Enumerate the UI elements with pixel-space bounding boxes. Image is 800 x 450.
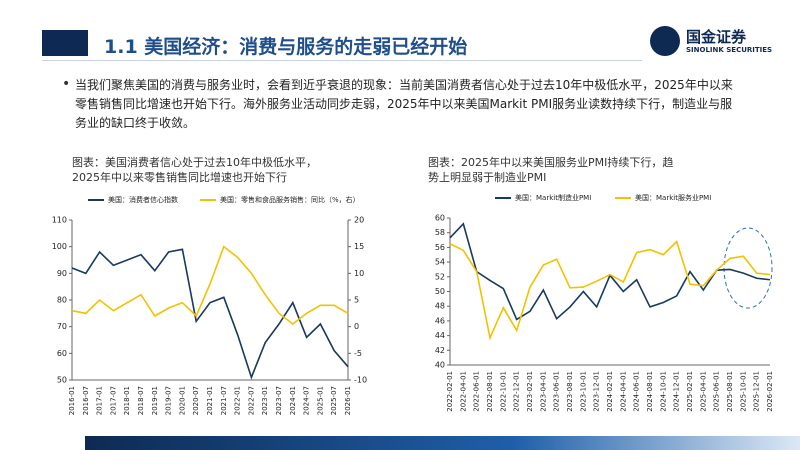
x-tick-label: 2020-07: [192, 386, 200, 415]
y-tick-label: 52: [435, 272, 445, 281]
x-tick-label: 2022-10-01: [499, 371, 507, 412]
logo-mark: [650, 26, 680, 56]
legend-label: 美国：消费者信心指数: [108, 195, 178, 204]
y-tick-label: 44: [435, 331, 445, 340]
y-tick-label: 56: [435, 243, 445, 252]
y-tick-label: 58: [435, 228, 445, 237]
legend-label: 美国：零售和食品服务销售：同比（%，右）: [220, 195, 360, 204]
x-tick-label: 2023-08-01: [566, 371, 574, 412]
legend-label: 美国：Markit服务业PMI: [635, 193, 711, 202]
x-tick-label: 2025-12-01: [753, 371, 761, 412]
y-tick-label: 100: [52, 242, 67, 251]
x-tick-label: 2022-02-01: [446, 371, 454, 412]
chart-title: 图表：美国消费者信心处于过去10年中极低水平，2025年中以来零售销售同比增速也…: [72, 156, 317, 184]
legend-label: 美国：Markit制造业PMI: [515, 193, 591, 202]
x-tick-label: 2024-10-01: [659, 371, 667, 412]
y-tick-label: 70: [57, 322, 67, 331]
x-tick-label: 2022-01: [234, 386, 242, 415]
y-tick-label: 40: [435, 361, 445, 370]
x-tick-label: 2025-01: [316, 386, 324, 415]
x-tick-label: 2024-04-01: [619, 371, 627, 412]
chart-title: 图表：2025年中以来美国服务业PMI持续下行，趋势上明显弱于制造业PMI: [428, 156, 674, 184]
x-tick-label: 2024-12-01: [673, 371, 681, 412]
logo-en: SINOLINK SECURITIES: [686, 46, 773, 54]
x-tick-label: 2025-02-01: [686, 371, 694, 412]
y2-tick-label: 10: [354, 269, 364, 278]
x-tick-label: 2023-07: [275, 386, 283, 415]
x-tick-label: 2019-01: [151, 386, 159, 415]
y2-tick-label: 5: [354, 296, 359, 305]
bullet-text: 当我们聚焦美国的消费与服务业时，会看到近乎衰退的现象：当前美国消费者信心处于过去…: [75, 78, 733, 130]
x-tick-label: 2022-06-01: [473, 371, 481, 412]
y-tick-label: 60: [435, 214, 445, 223]
x-tick-label: 2025-07: [330, 386, 338, 415]
x-tick-label: 2016-07: [82, 386, 90, 415]
y-tick-label: 80: [57, 296, 67, 305]
x-tick-label: 2023-04-01: [539, 371, 547, 412]
y2-tick-label: -5: [354, 349, 362, 358]
x-tick-label: 2021-01: [206, 386, 214, 415]
y-tick-label: 42: [435, 346, 445, 355]
x-tick-label: 2024-06-01: [633, 371, 641, 412]
y-tick-label: 90: [57, 269, 67, 278]
x-tick-label: 2023-01: [261, 386, 269, 415]
x-tick-label: 2022-12-01: [513, 371, 521, 412]
bullet-dot: •: [62, 76, 71, 92]
series-line: [449, 240, 771, 341]
x-tick-label: 2025-08-01: [726, 371, 734, 412]
x-tick-label: 2026-01: [344, 386, 352, 415]
header-block: [42, 30, 88, 56]
highlight-ellipse: [723, 227, 773, 309]
y-tick-label: 50: [435, 287, 445, 296]
x-tick-label: 2023-12-01: [593, 371, 601, 412]
y2-tick-label: 20: [354, 216, 364, 225]
y-tick-label: 110: [52, 216, 67, 225]
y-tick-label: 60: [57, 349, 67, 358]
series-line: [449, 222, 771, 321]
slide-title: 1.1 美国经济：消费与服务的走弱已经开始: [104, 36, 468, 58]
series-line: [71, 248, 349, 380]
x-tick-label: 2019-07: [165, 386, 173, 415]
y-tick-label: 46: [435, 316, 445, 325]
x-tick-label: 2025-04-01: [699, 371, 707, 412]
y-tick-label: 50: [57, 376, 67, 385]
x-tick-label: 2018-01: [123, 386, 131, 415]
x-tick-label: 2023-06-01: [553, 371, 561, 412]
x-tick-label: 2020-01: [178, 386, 186, 415]
x-tick-label: 2025-06-01: [713, 371, 721, 412]
x-tick-label: 2021-07: [220, 386, 228, 415]
x-tick-label: 2022-07: [247, 386, 255, 415]
x-tick-label: 2017-01: [96, 386, 104, 415]
x-tick-label: 2023-02-01: [526, 371, 534, 412]
x-tick-label: 2018-07: [137, 386, 145, 415]
x-tick-label: 2023-10-01: [579, 371, 587, 412]
x-tick-label: 2022-08-01: [486, 371, 494, 412]
y2-tick-label: 15: [354, 242, 364, 251]
x-tick-label: 2025-10-01: [739, 371, 747, 412]
x-tick-label: 2017-07: [109, 386, 117, 415]
header-rule: [42, 60, 642, 61]
x-tick-label: 2024-01: [289, 386, 297, 415]
x-tick-label: 2024-08-01: [646, 371, 654, 412]
logo-text: 国金证券: [686, 28, 747, 46]
x-tick-label: 2024-02-01: [606, 371, 614, 412]
series-line: [71, 245, 349, 326]
y-tick-label: 48: [435, 302, 445, 311]
x-tick-label: 2026-02-01: [766, 371, 774, 412]
x-tick-label: 2024-07: [303, 386, 311, 415]
footer-bar: [85, 436, 800, 450]
y2-tick-label: -10: [354, 376, 367, 385]
x-tick-label: 2022-04-01: [459, 371, 467, 412]
x-tick-label: 2016-01: [68, 386, 76, 415]
y-tick-label: 54: [435, 258, 445, 267]
y2-tick-label: 0: [354, 322, 359, 331]
